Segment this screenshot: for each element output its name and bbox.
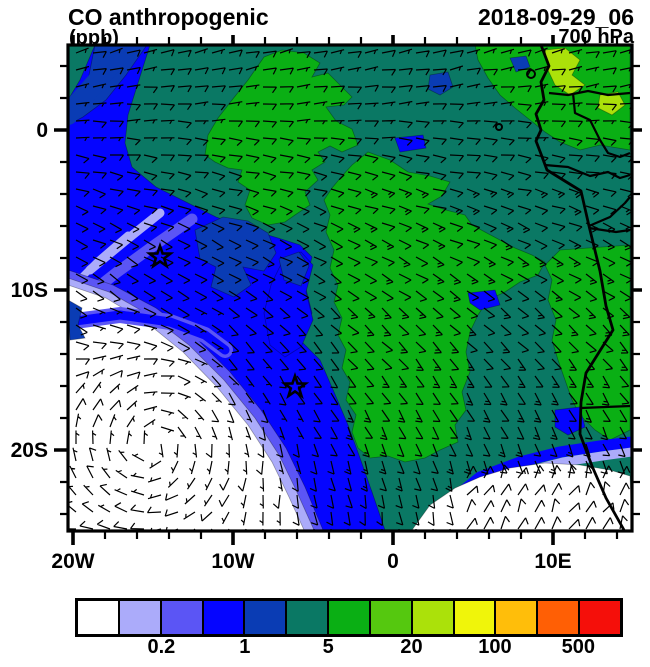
y-axis-label-20S: 20S [11,439,48,462]
navy-star-patch [194,216,277,298]
green-main [323,151,546,463]
wind-barb-field [68,47,632,531]
country-border-3 [544,163,631,180]
country-border-2 [571,92,631,159]
navy-left-mini [68,299,86,341]
colorbar-label-500: 500 [561,636,595,658]
colorbar-cell-10 [452,601,495,634]
star-marker-1 [145,242,175,270]
geography [495,45,631,531]
y-axis-label-0: 0 [36,119,48,142]
colorbar-cell-11 [494,601,537,634]
colorbar-label-100: 100 [478,636,512,658]
country-border-1 [548,89,631,97]
colorbar-cell-8 [368,601,411,634]
x-axis-label-20W: 20W [51,550,94,573]
colorbar-cell-4 [201,601,244,634]
colorbar [75,598,623,637]
map-plot: 20W 10W 0 10E 0 10S 20S [11,35,642,573]
country-border-4 [588,196,631,228]
country-border-5 [588,226,631,234]
x-axis-label-10E: 10E [534,550,571,573]
yelgreen-streak-1 [544,47,586,96]
map-root: 20W 10W 0 10E 0 10S 20S [11,35,642,573]
colorbar-cell-9 [410,601,453,634]
level-label: 700 hPa [558,26,634,48]
colorbar-label-5: 5 [322,636,334,658]
island-1 [526,69,536,79]
colorbar-label-0.2: 0.2 [147,636,176,658]
wind-barbs [68,47,632,531]
cross-streak-inner [68,310,230,355]
colorbar-cell-3 [159,601,202,634]
africa-coastline [534,45,626,531]
star-marker-2 [280,372,310,400]
major-ticks [54,35,642,545]
green-blob-nw [204,49,359,226]
colorbar-cell-13 [578,601,620,634]
navy-band [68,45,138,125]
map-frame [66,43,634,533]
x-axis-label-10W: 10W [211,550,254,573]
island-2 [495,123,503,131]
colorbar-cell-2 [117,601,160,634]
colorbar-cell-6 [285,601,328,634]
country-border-6 [580,404,631,410]
x-axis-label-0: 0 [387,550,399,573]
colorbar-cell-1 [78,601,118,634]
blue-spot-c [467,289,501,311]
minor-ticks [60,37,640,539]
colorbar-label-20: 20 [400,636,423,658]
filled-contours [68,45,632,531]
figure-title: CO anthropogenic [68,4,269,30]
figure-datetime: 2018-09-29_06 [477,4,634,30]
y-axis-label-10S: 10S [11,279,48,302]
colorbar-cell-5 [243,601,286,634]
colorbar-cell-7 [327,601,369,634]
colorbar-cell-12 [536,601,579,634]
colorbar-label-1: 1 [239,636,251,658]
